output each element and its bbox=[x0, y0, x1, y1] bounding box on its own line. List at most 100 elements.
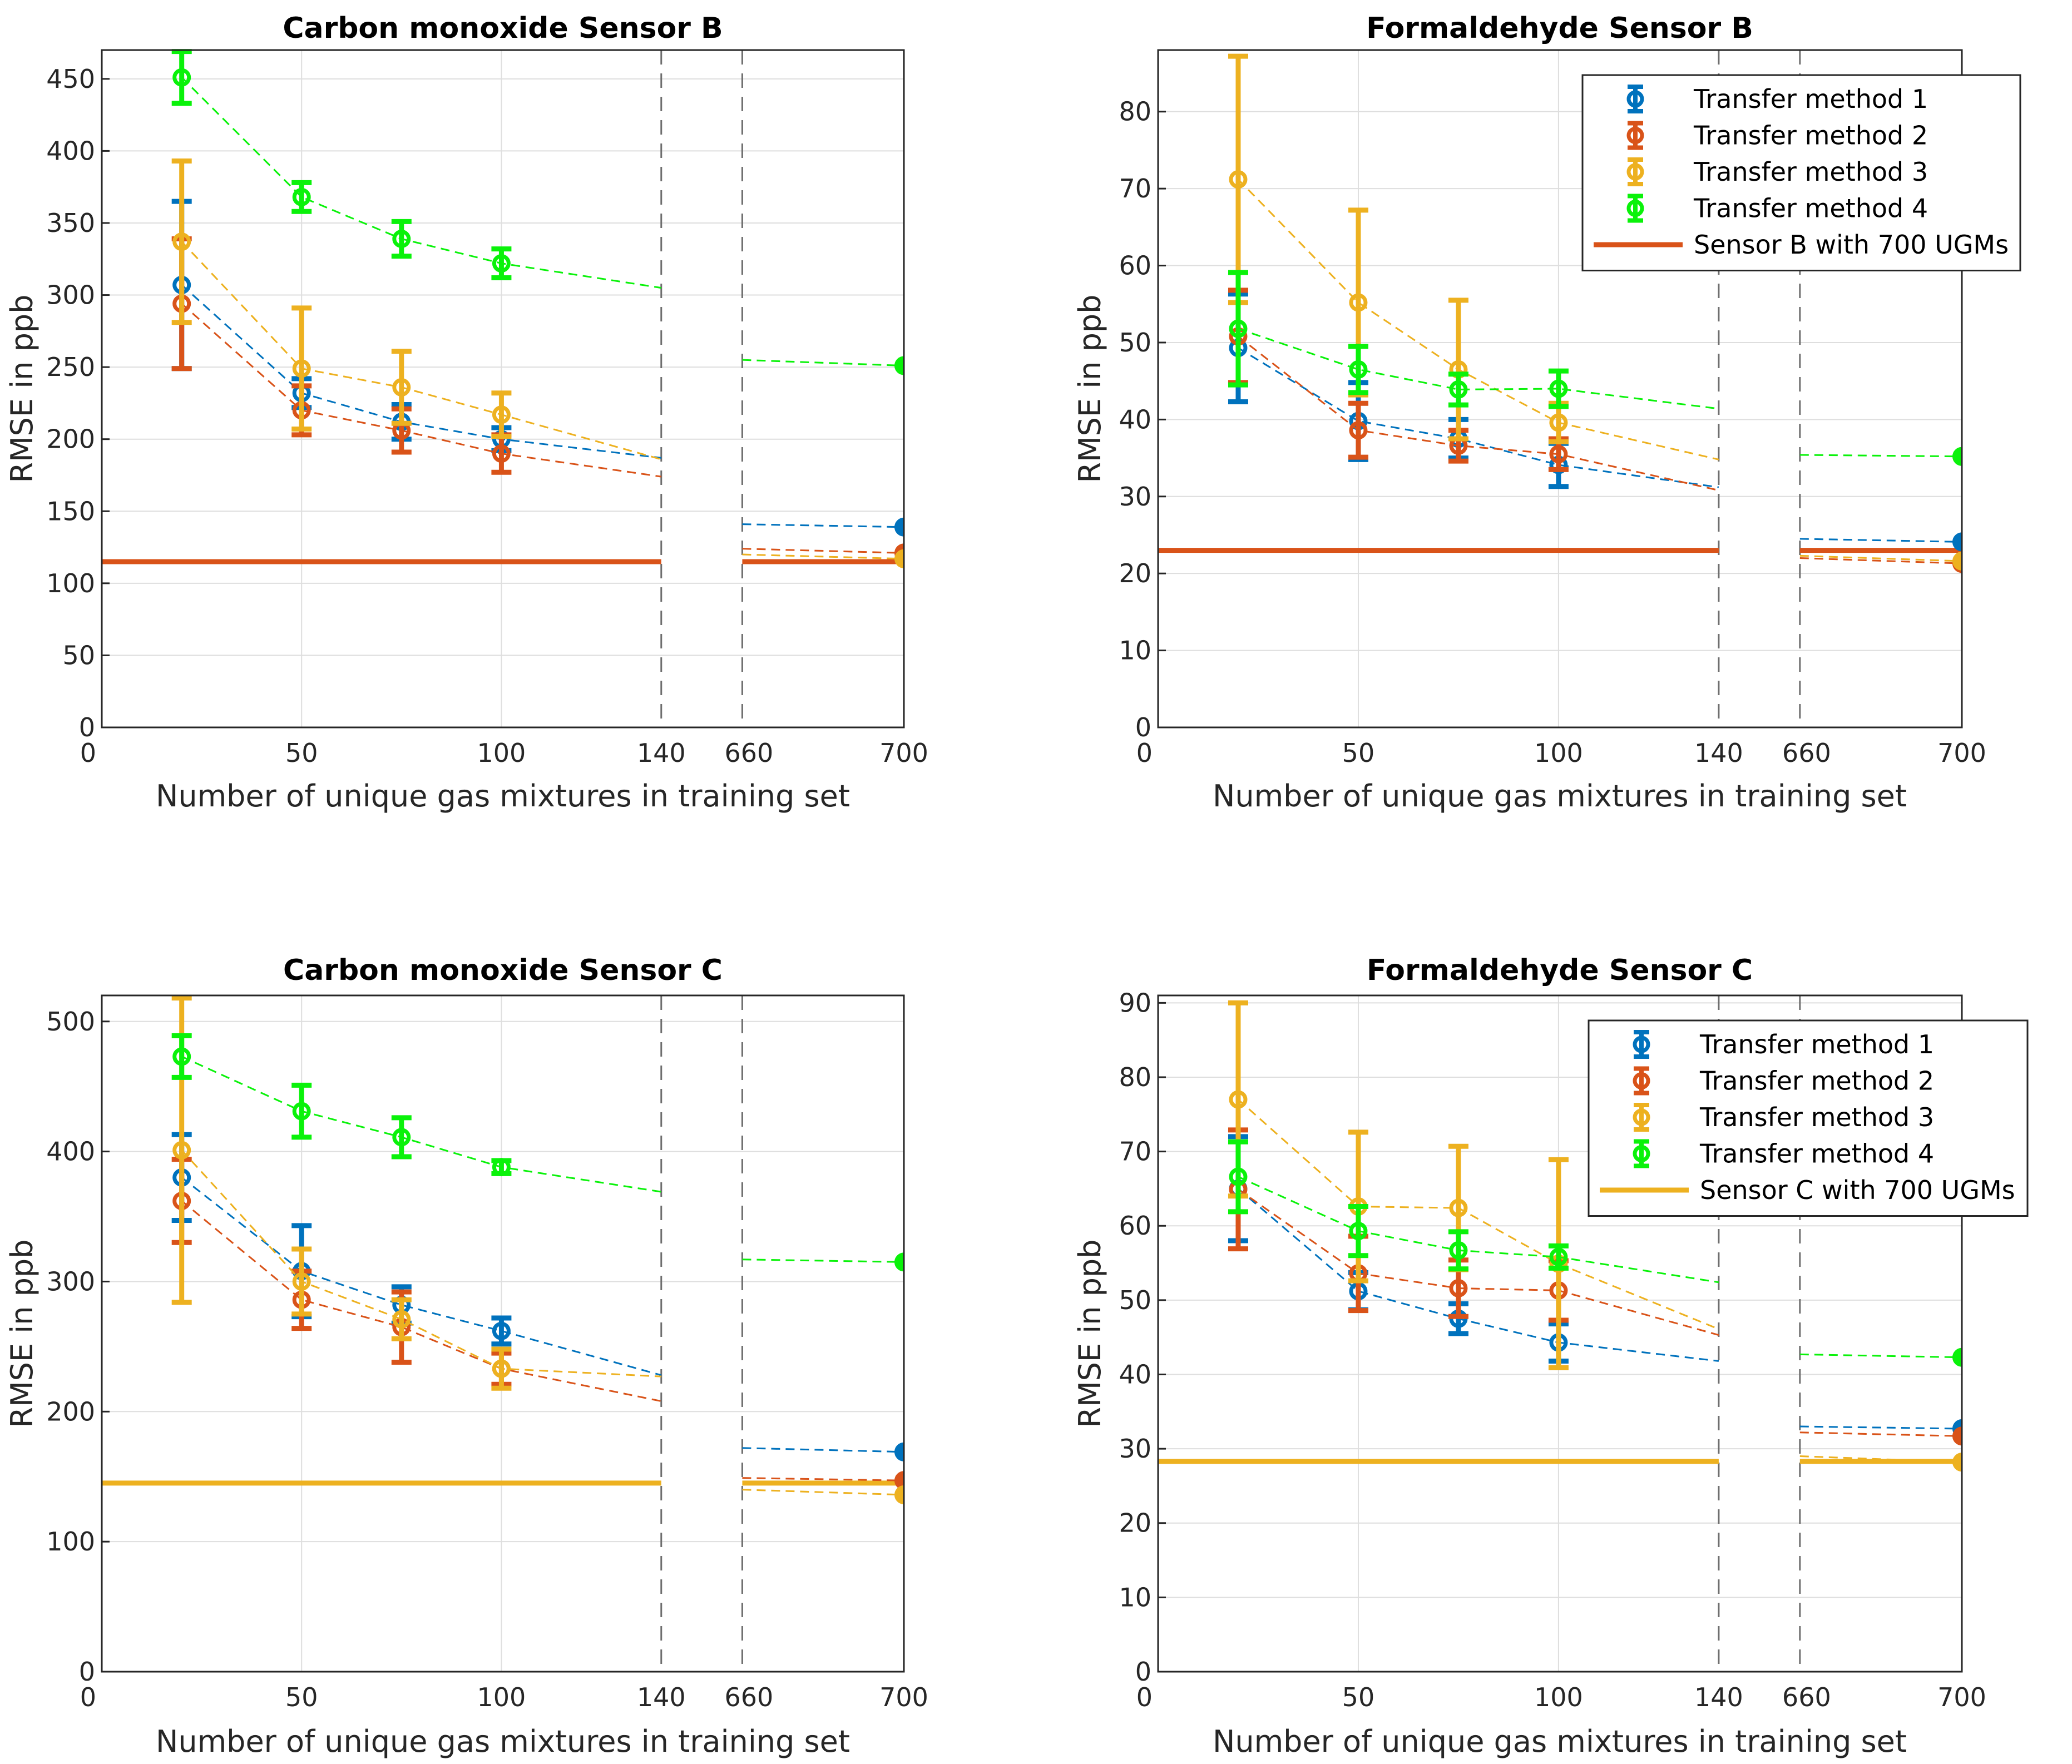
axes-box bbox=[1157, 49, 1963, 729]
chart-title: Carbon monoxide Sensor C bbox=[283, 954, 723, 987]
data-point-700 bbox=[894, 1252, 904, 1272]
x-axis-label: Number of unique gas mixtures in trainin… bbox=[156, 1724, 850, 1759]
data-point bbox=[172, 68, 191, 87]
chart-title: Carbon monoxide Sensor B bbox=[283, 12, 723, 45]
legend: Transfer method 1 Transfer method 2 Transf… bbox=[1588, 1019, 2029, 1217]
y-tick-label: 200 bbox=[46, 424, 95, 454]
data-point bbox=[392, 229, 411, 248]
legend-label: Transfer method 2 bbox=[1693, 121, 1928, 151]
panel-hcho-sensor-b: Formaldehyde Sensor B 010203040506070800… bbox=[1072, 12, 2021, 814]
x-tick-label: 100 bbox=[477, 738, 526, 768]
tick-labels: 0 100 200 300 400 500 0 50 100 140 660 700 bbox=[46, 1007, 928, 1712]
tail-line bbox=[1799, 554, 1962, 562]
data-point bbox=[1449, 1241, 1468, 1260]
legend-label: Sensor B with 700 UGMs bbox=[1694, 230, 2009, 260]
data-point bbox=[1549, 379, 1568, 398]
tail-line bbox=[742, 548, 904, 554]
y-tick-label: 200 bbox=[46, 1396, 95, 1426]
tail-line bbox=[1799, 538, 1962, 543]
data-point bbox=[1349, 293, 1368, 312]
x-tick-label: 660 bbox=[725, 1682, 774, 1712]
x-tick-label: 0 bbox=[1136, 1682, 1153, 1712]
y-tick-label: 150 bbox=[46, 496, 95, 526]
tail-line bbox=[1799, 454, 1962, 458]
y-tick-label: 70 bbox=[1119, 174, 1151, 204]
y-tick-label: 80 bbox=[1119, 97, 1151, 127]
y-tick-label: 300 bbox=[46, 1266, 95, 1296]
panel-co-sensor-c: Carbon monoxide Sensor C 0 100 200 300 400 50… bbox=[4, 954, 928, 1759]
chart-title: Formaldehyde Sensor B bbox=[1366, 12, 1753, 45]
data-point bbox=[1449, 1198, 1468, 1217]
y-tick-label: 30 bbox=[1119, 1434, 1151, 1464]
y-tick-label: 40 bbox=[1119, 404, 1151, 434]
legend-box bbox=[1581, 74, 2021, 271]
x-tick-label: 100 bbox=[1534, 738, 1583, 768]
y-tick-label: 20 bbox=[1119, 1508, 1151, 1538]
chart-title: Formaldehyde Sensor C bbox=[1367, 954, 1753, 987]
legend-marker-circle bbox=[1626, 200, 1644, 217]
data-point bbox=[492, 444, 511, 463]
legend-label: Transfer method 3 bbox=[1693, 157, 1928, 187]
data-point bbox=[1229, 1090, 1248, 1109]
x-tick-label: 660 bbox=[1782, 1682, 1831, 1712]
data-point bbox=[492, 254, 511, 273]
tick-labels: 0 10 20 30 40 50 60 70 80 0 50 100 140 660 700 bbox=[1119, 97, 1986, 768]
data-point bbox=[292, 187, 311, 206]
y-tick-label: 10 bbox=[1119, 636, 1151, 666]
axes-box bbox=[101, 994, 905, 1673]
tail-line bbox=[742, 1258, 904, 1263]
y-tick-label: 100 bbox=[46, 1527, 95, 1557]
plot-area bbox=[101, 994, 905, 1673]
data-point bbox=[292, 1272, 311, 1291]
legend-marker-circle bbox=[1633, 1072, 1650, 1089]
legend-label: Sensor C with 700 UGMs bbox=[1700, 1175, 2015, 1205]
y-tick-label: 100 bbox=[46, 568, 95, 598]
y-tick-label: 70 bbox=[1119, 1137, 1151, 1167]
y-tick-label: 350 bbox=[46, 208, 95, 238]
x-tick-label: 0 bbox=[80, 1682, 96, 1712]
data-point-700 bbox=[894, 549, 904, 568]
y-tick-label: 0 bbox=[79, 712, 95, 742]
data-point bbox=[1449, 1279, 1468, 1297]
y-tick-label: 60 bbox=[1119, 251, 1151, 281]
trend-line bbox=[181, 1200, 662, 1403]
data-point bbox=[172, 232, 191, 251]
y-axis-label: RMSE in ppb bbox=[1072, 1240, 1107, 1428]
panel-co-sensor-b: Carbon monoxide Sensor B 0 50 100 150 200 250… bbox=[4, 12, 928, 814]
tail-line bbox=[742, 1447, 904, 1453]
data-point bbox=[1549, 1247, 1568, 1266]
data-point bbox=[492, 405, 511, 424]
data-point-700 bbox=[1952, 1453, 1962, 1472]
y-axis-label: RMSE in ppb bbox=[4, 1240, 39, 1428]
tail-line bbox=[742, 523, 904, 528]
y-axis-label: RMSE in ppb bbox=[4, 295, 39, 483]
data-point bbox=[1449, 380, 1468, 399]
tick-labels: 0 10 20 30 40 50 60 70 80 90 0 50 100 140 660 700 bbox=[1119, 988, 1986, 1712]
y-tick-label: 90 bbox=[1119, 988, 1151, 1018]
data-point bbox=[1549, 445, 1568, 464]
y-tick-label: 80 bbox=[1119, 1062, 1151, 1092]
data-point bbox=[172, 1047, 191, 1066]
tail-line bbox=[1799, 1431, 1962, 1437]
y-tick-label: 30 bbox=[1119, 482, 1151, 512]
data-point-700 bbox=[894, 1442, 904, 1461]
data-point bbox=[1349, 360, 1368, 379]
x-tick-label: 660 bbox=[725, 738, 774, 768]
plot-area bbox=[1157, 994, 1963, 1673]
data-point bbox=[392, 1310, 411, 1329]
data-point bbox=[172, 1141, 191, 1160]
data-point-700 bbox=[1952, 532, 1962, 552]
y-tick-label: 400 bbox=[46, 1137, 95, 1167]
y-tick-label: 400 bbox=[46, 136, 95, 166]
y-tick-label: 20 bbox=[1119, 558, 1151, 588]
data-point-700 bbox=[894, 356, 904, 375]
legend-label: Transfer method 1 bbox=[1699, 1029, 1934, 1059]
trend-line bbox=[181, 1177, 662, 1376]
x-axis-label: Number of unique gas mixtures in trainin… bbox=[156, 779, 850, 814]
data-point bbox=[1229, 170, 1248, 189]
panel-hcho-sensor-c: Formaldehyde Sensor C 0 10 20 30 40 50 60 70 80 9… bbox=[1072, 954, 2029, 1759]
x-tick-label: 0 bbox=[1136, 738, 1153, 768]
tail-line bbox=[1799, 1353, 1962, 1359]
x-tick-label: 140 bbox=[637, 738, 686, 768]
data-point-700 bbox=[1952, 1426, 1962, 1446]
